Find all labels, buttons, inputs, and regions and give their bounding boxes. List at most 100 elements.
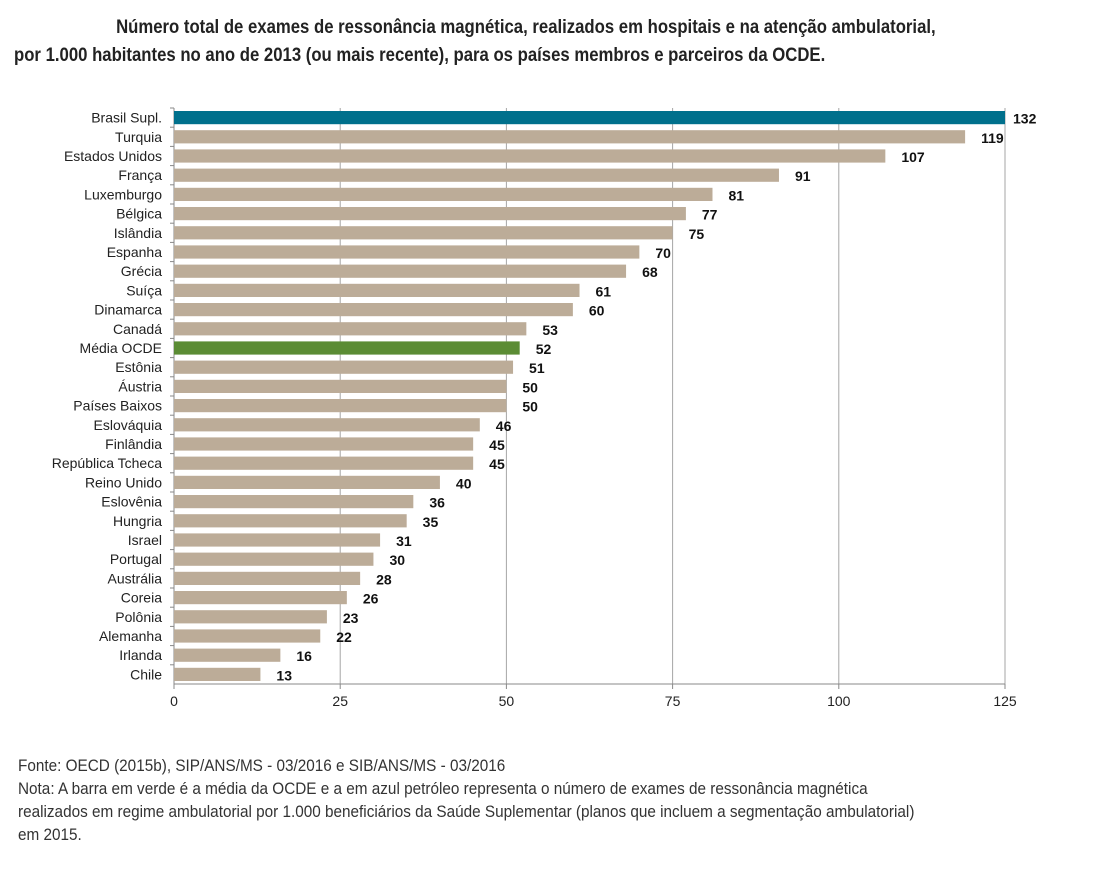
category-label: Brasil Supl. <box>91 110 162 126</box>
data-label: 75 <box>689 226 705 242</box>
category-label: Luxemburgo <box>84 186 162 202</box>
bar <box>174 360 514 374</box>
x-tick-label: 0 <box>170 693 178 709</box>
bar <box>174 418 480 432</box>
category-label: Espanha <box>107 244 162 260</box>
x-tick-label: 100 <box>827 693 851 709</box>
x-tick-label: 75 <box>665 693 681 709</box>
category-label: Áustria <box>118 378 162 394</box>
category-label: Países Baixos <box>73 398 162 414</box>
category-label: Estados Unidos <box>64 148 162 164</box>
bar <box>174 399 507 413</box>
category-label: Turquia <box>115 129 162 145</box>
data-label: 40 <box>456 475 472 491</box>
bar <box>174 130 966 144</box>
data-label: 107 <box>901 149 925 165</box>
bar <box>174 207 686 221</box>
category-label: Eslováquia <box>94 417 163 433</box>
bar <box>174 514 407 528</box>
data-label: 36 <box>429 495 445 511</box>
data-label: 22 <box>336 629 352 645</box>
category-label: Grécia <box>121 263 162 279</box>
category-label: Portugal <box>110 551 162 567</box>
data-label: 28 <box>376 571 392 587</box>
category-label: Média OCDE <box>80 340 162 356</box>
title-line-2: por 1.000 habitantes no ano de 2013 (ou … <box>14 45 826 66</box>
bar <box>174 341 520 355</box>
category-label: Canadá <box>113 321 162 337</box>
data-label: 91 <box>795 168 811 184</box>
bar <box>174 283 580 297</box>
category-label: Chile <box>130 666 162 682</box>
note-text: em 2015. <box>18 825 82 844</box>
data-label: 50 <box>522 379 538 395</box>
data-label: 45 <box>489 437 505 453</box>
note-text: Nota: A barra em verde é a média da OCDE… <box>18 779 868 798</box>
data-label: 46 <box>496 418 512 434</box>
category-label: República Tcheca <box>52 455 162 471</box>
category-label: França <box>118 167 162 183</box>
data-label: 51 <box>529 360 545 376</box>
bar <box>174 264 627 278</box>
bar <box>174 437 474 451</box>
category-label: Dinamarca <box>94 302 162 318</box>
bar <box>174 226 673 240</box>
bar <box>174 629 321 643</box>
data-label: 26 <box>363 591 379 607</box>
category-label: Polônia <box>115 609 162 625</box>
data-label: 23 <box>343 610 359 626</box>
bar <box>174 168 779 182</box>
bar-chart: 0 25 50 75 100 125 Brasil Supl. 132 Turquia 119 Es… <box>52 107 1037 709</box>
data-label: 119 <box>981 130 1004 146</box>
source-text: Fonte: OECD (2015b), SIP/ANS/MS - 03/201… <box>18 756 506 775</box>
title-line-1: Número total de exames de ressonância ma… <box>116 17 936 38</box>
bar <box>174 111 1005 125</box>
category-label: Austrália <box>108 570 163 586</box>
bar <box>174 571 361 585</box>
data-label: 35 <box>423 514 439 530</box>
x-tick-label: 125 <box>993 693 1017 709</box>
chart-title: Número total de exames de ressonância ma… <box>14 14 1088 70</box>
bar <box>174 475 440 489</box>
data-label: 68 <box>642 264 658 280</box>
category-label: Suíça <box>126 282 162 298</box>
x-tick-label: 50 <box>499 693 515 709</box>
category-label: Bélgica <box>116 206 162 222</box>
bar <box>174 456 474 470</box>
chart-footer: Fonte: OECD (2015b), SIP/ANS/MS - 03/201… <box>18 754 1071 846</box>
data-label: 132 <box>1013 111 1037 127</box>
data-label: 30 <box>389 552 405 568</box>
data-label: 16 <box>296 648 312 664</box>
data-label: 52 <box>536 341 552 357</box>
data-label: 50 <box>522 399 538 415</box>
bar <box>174 187 713 201</box>
data-label: 13 <box>276 667 292 683</box>
category-label: Alemanha <box>99 628 162 644</box>
data-label: 77 <box>702 207 718 223</box>
category-label: Israel <box>128 532 162 548</box>
bar <box>174 648 281 662</box>
category-label: Eslovênia <box>101 494 162 510</box>
category-label: Islândia <box>114 225 162 241</box>
bar <box>174 667 261 681</box>
data-label: 31 <box>396 533 412 549</box>
data-label: 60 <box>589 303 605 319</box>
bar <box>174 591 347 605</box>
category-label: Estônia <box>115 359 162 375</box>
note-text: realizados em regime ambulatorial por 1.… <box>18 802 915 821</box>
bar <box>174 303 573 317</box>
data-label: 81 <box>728 187 744 203</box>
bar <box>174 149 886 163</box>
x-tick-label: 25 <box>332 693 348 709</box>
bar <box>174 245 640 259</box>
bar <box>174 533 381 547</box>
bar <box>174 495 414 509</box>
data-label: 53 <box>542 322 558 338</box>
bar <box>174 379 507 393</box>
data-label: 70 <box>655 245 671 261</box>
bar <box>174 322 527 336</box>
category-label: Hungria <box>113 513 162 529</box>
data-label: 61 <box>596 283 612 299</box>
category-label: Irlanda <box>119 647 162 663</box>
data-label: 45 <box>489 456 505 472</box>
